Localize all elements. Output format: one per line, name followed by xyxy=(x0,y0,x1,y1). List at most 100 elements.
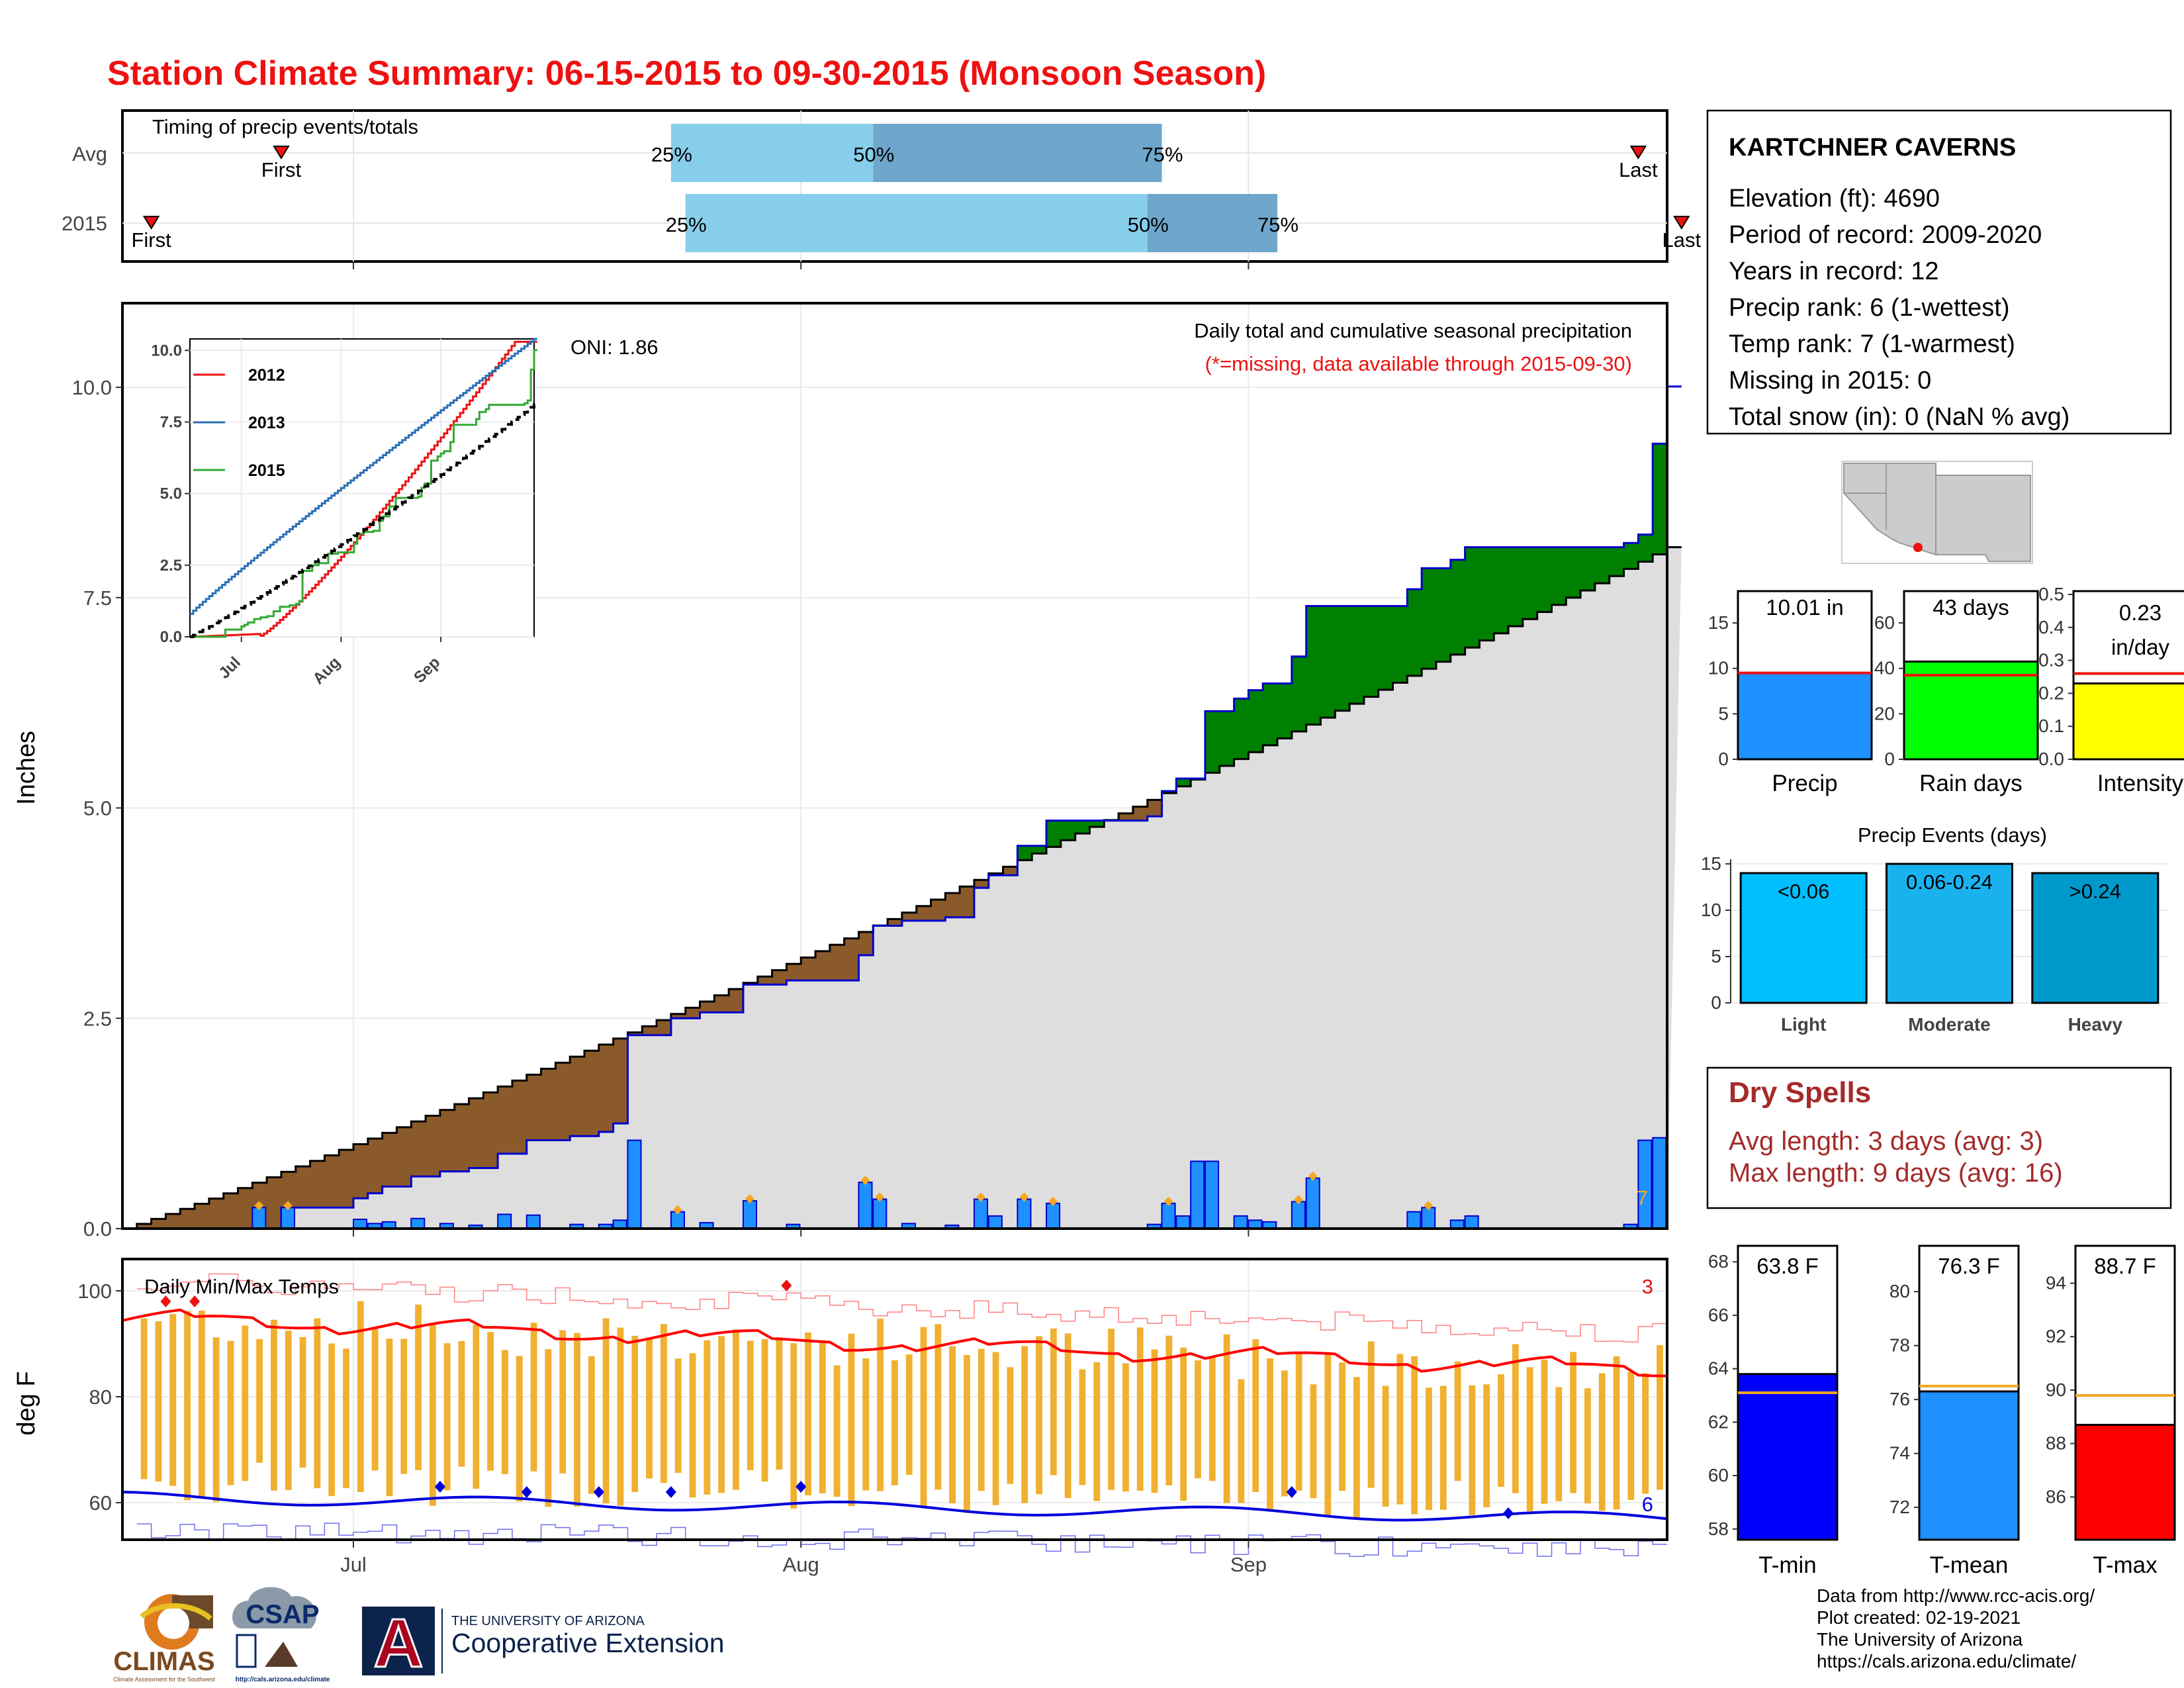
daily-precip-bar xyxy=(1291,1201,1306,1230)
daily-temp-range-bar xyxy=(1122,1363,1129,1492)
daily-precip-bar xyxy=(1204,1160,1220,1229)
location-map xyxy=(1841,461,2033,564)
month-tick-label: Jul xyxy=(340,1553,367,1576)
inset-y-tick-label: 2.5 xyxy=(160,557,182,575)
precip-departure-segment xyxy=(1465,547,1480,648)
precip-departure-segment xyxy=(555,1062,571,1141)
precip-departure-segment xyxy=(1566,547,1581,598)
station-lines: Elevation (ft): 4690 Period of record: 20… xyxy=(1729,185,2070,431)
daily-temp-range-bar xyxy=(949,1346,956,1504)
rain-days-y-tick-label: 0 xyxy=(1884,749,1895,769)
timing-q25-label: 25% xyxy=(666,213,707,236)
daily-temp-range-bar xyxy=(299,1336,306,1468)
timing-q75-label: 75% xyxy=(1257,213,1298,236)
daily-temp-range-bar xyxy=(819,1340,826,1493)
temp-y-axis-label: deg F xyxy=(13,1371,40,1435)
intensity-label: Intensity xyxy=(2097,771,2184,796)
events-bar-label: <0.06 xyxy=(1778,880,1829,903)
daily-precip-bar xyxy=(497,1213,512,1229)
precip-departure-segment xyxy=(151,1219,167,1229)
temp-y-tick-label: 80 xyxy=(89,1385,112,1409)
precip-departure-segment xyxy=(165,1213,181,1229)
precip-departure-segment xyxy=(858,931,874,955)
precip-departure-segment xyxy=(1234,698,1250,759)
csap-url: http://cals.arizona.edu/climate xyxy=(236,1676,330,1683)
temp-y-ticks: 60 80 100 xyxy=(77,1280,122,1515)
record-max-temp-line xyxy=(136,1273,1667,1342)
station-info-line: Missing in 2015: 0 xyxy=(1729,367,1931,395)
precip-departure-segment xyxy=(498,1086,513,1154)
timing-q50-label: 50% xyxy=(1128,213,1169,236)
precip-departure-segment xyxy=(1248,690,1264,753)
daily-temp-range-bar xyxy=(1295,1352,1302,1491)
climas-wordmark: CLIMAS xyxy=(113,1647,214,1676)
precip-departure-segment xyxy=(339,1149,354,1208)
record-low-marker xyxy=(796,1481,807,1493)
daily-temp-range-bar xyxy=(285,1331,292,1490)
daily-temp-range-bar xyxy=(198,1310,205,1497)
daily-temp-range-bar xyxy=(992,1352,999,1505)
daily-precip-bar xyxy=(1175,1215,1191,1230)
footer-credits: Data from http://www.rcc-acis.org/Plot c… xyxy=(1817,1585,2095,1671)
precip-departure-segment xyxy=(714,995,729,1013)
daily-temp-range-bar xyxy=(1021,1346,1028,1503)
tmean-y-tick-label: 72 xyxy=(1889,1497,1910,1517)
daily-precip-bar xyxy=(1637,1139,1653,1230)
station-info-line: Years in record: 12 xyxy=(1729,258,1939,285)
precip-departure-segment xyxy=(1392,606,1408,683)
daily-temp-range-bar xyxy=(704,1340,711,1495)
precip-departure-segment xyxy=(1161,791,1177,794)
inset-y-tick-label: 7.5 xyxy=(160,413,182,431)
timing-bar-lower-2015 xyxy=(685,194,1148,252)
daily-temp-range-bar xyxy=(473,1325,480,1489)
daily-temp-range-bar xyxy=(1180,1347,1187,1501)
daily-temp-range-bar xyxy=(1136,1327,1144,1491)
daily-temp-range-bar xyxy=(617,1327,624,1506)
inset-line-2013 xyxy=(190,338,537,615)
precip-departure-segment xyxy=(512,1080,527,1154)
daily-temp-range-bar xyxy=(776,1337,783,1470)
precip-departure-segment xyxy=(1017,845,1033,861)
precip-y-tick-label: 10 xyxy=(1708,658,1729,679)
daily-temp-range-bar xyxy=(1512,1344,1519,1493)
daily-temp-range-bar xyxy=(242,1325,249,1481)
timing-row-2015: 2015 xyxy=(62,212,107,235)
footer-line: Plot created: 02-19-2021 xyxy=(1817,1607,2021,1628)
daily-temp-range-bar xyxy=(1584,1388,1591,1504)
precip-y-tick-label: 15 xyxy=(1708,612,1729,633)
daily-precip-bar xyxy=(1233,1215,1248,1230)
precip-departure-segment xyxy=(1580,547,1596,591)
map-states-shape xyxy=(1843,463,2031,562)
precip-departure-segment xyxy=(483,1092,498,1168)
daily-temp-range-bar xyxy=(1541,1360,1548,1504)
rain-days-value: 43 days xyxy=(1933,595,2009,620)
precip-events-panel: Precip Events (days) <0.06 Light 0.06-0.24… xyxy=(1701,823,2168,1035)
temp-lines xyxy=(122,1273,1668,1557)
daily-precip-record-marker xyxy=(1163,1196,1173,1206)
precip-departure-segment xyxy=(1176,778,1191,786)
daily-temp-range-bar xyxy=(1195,1360,1201,1479)
precip-departure-segment xyxy=(1089,820,1105,827)
daily-temp-range-bar xyxy=(631,1335,639,1492)
daily-precip-record-marker xyxy=(875,1192,885,1202)
precip-departure-segment xyxy=(367,1138,383,1194)
timing-q25-label: 25% xyxy=(651,143,692,166)
inset-lines xyxy=(190,338,537,638)
precip-departure-segment xyxy=(786,964,802,981)
daily-temp-range-bar xyxy=(689,1353,696,1498)
daily-precip-bar xyxy=(973,1198,989,1230)
daily-temp-range-bar xyxy=(877,1319,884,1491)
daily-temp-range-bar xyxy=(1324,1352,1332,1515)
dry-spells-title: Dry Spells xyxy=(1729,1076,1871,1109)
temp-panel: 60 80 100 Jul Aug Sep Daily Min/Max Temps de… xyxy=(13,261,1668,1576)
precip-y-tick-label: 0 xyxy=(1718,749,1729,769)
precip-count-label: 7 xyxy=(1637,1186,1648,1209)
daily-temp-range-bar xyxy=(1382,1385,1389,1507)
daily-precip-bar xyxy=(872,1198,887,1230)
month-tick-label: Sep xyxy=(1230,1553,1267,1576)
record-high-marker xyxy=(781,1280,792,1291)
daily-precip-record-marker xyxy=(745,1194,754,1204)
precip-departure-segment xyxy=(960,886,975,917)
daily-temp-range-bar xyxy=(1598,1373,1606,1511)
